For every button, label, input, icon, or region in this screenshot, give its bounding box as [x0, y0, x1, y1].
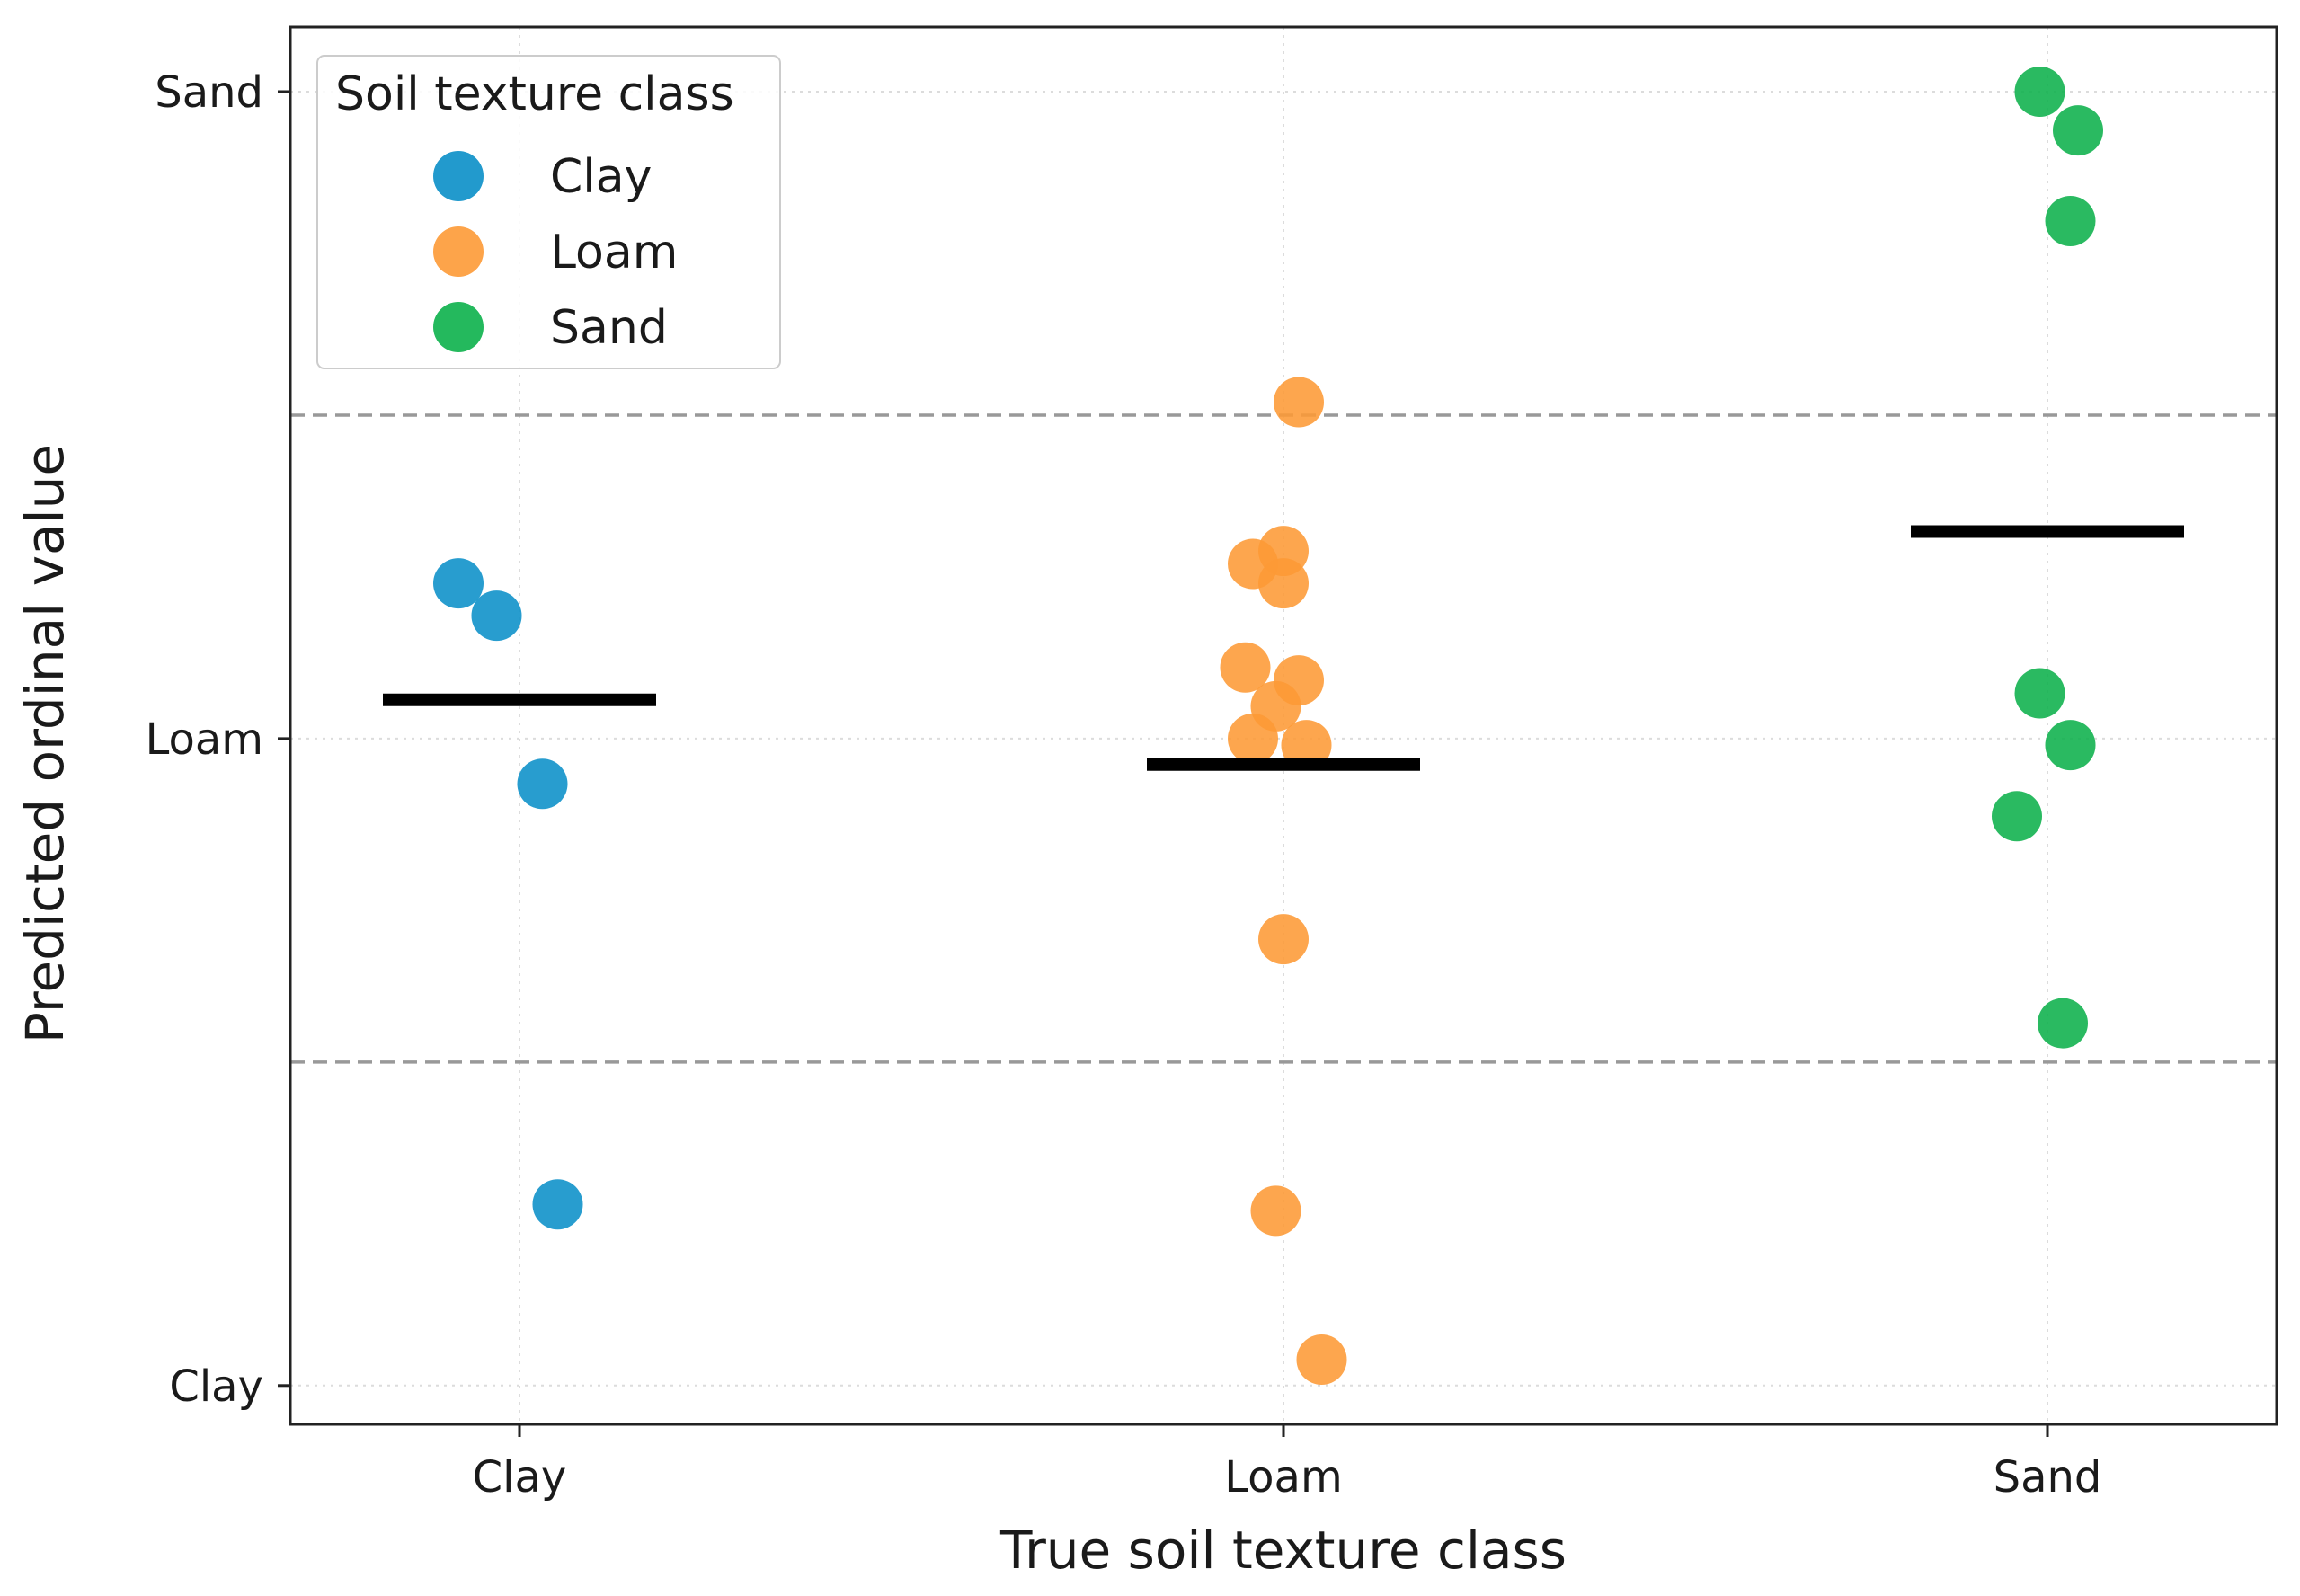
point-loam-12 — [1296, 1334, 1347, 1386]
y-axis-ticks: Clay Loam Sand — [146, 67, 290, 1412]
x-tick-label-clay: Clay — [473, 1452, 567, 1503]
legend-label-clay: Clay — [550, 150, 652, 204]
legend-marker-sand — [433, 302, 484, 352]
legend-marker-loam — [433, 226, 484, 277]
point-clay-1 — [433, 558, 484, 609]
point-loam-4 — [1258, 558, 1309, 609]
point-loam-8 — [1228, 713, 1278, 764]
point-sand-4 — [2014, 668, 2065, 719]
x-axis-ticks: Clay Loam Sand — [473, 1424, 2102, 1503]
legend-marker-clay — [433, 151, 484, 201]
legend-label-sand: Sand — [550, 301, 668, 355]
y-axis-label: Predicted ordinal value — [14, 444, 75, 1043]
point-sand-7 — [2038, 998, 2088, 1049]
point-sand-6 — [1992, 791, 2042, 842]
point-clay-4 — [532, 1179, 583, 1230]
point-loam-1 — [1274, 377, 1324, 428]
x-tick-label-loam: Loam — [1224, 1452, 1342, 1503]
y-tick-label-loam: Loam — [146, 714, 263, 765]
y-tick-label-sand: Sand — [155, 67, 263, 118]
point-sand-3 — [2045, 195, 2096, 246]
x-tick-label-sand: Sand — [1994, 1452, 2102, 1503]
y-tick-label-clay: Clay — [169, 1361, 263, 1412]
point-loam-5 — [1220, 642, 1271, 693]
point-loam-9 — [1281, 720, 1332, 771]
point-sand-1 — [2014, 66, 2065, 117]
legend: Soil texture class Clay Loam Sand — [316, 55, 781, 369]
legend-label-loam: Loam — [550, 226, 678, 279]
point-sand-5 — [2045, 720, 2096, 771]
legend-title: Soil texture class — [335, 67, 734, 121]
legend-box — [316, 55, 781, 369]
point-clay-2 — [471, 590, 522, 642]
point-clay-3 — [517, 758, 568, 810]
point-loam-10 — [1258, 914, 1309, 965]
legend-entries: Clay Loam Sand — [433, 150, 678, 355]
mean-bars — [383, 525, 2184, 771]
x-axis-label: True soil texture class — [999, 1520, 1567, 1581]
point-sand-2 — [2053, 105, 2103, 156]
point-loam-11 — [1250, 1185, 1301, 1237]
data-points — [433, 66, 2103, 1386]
